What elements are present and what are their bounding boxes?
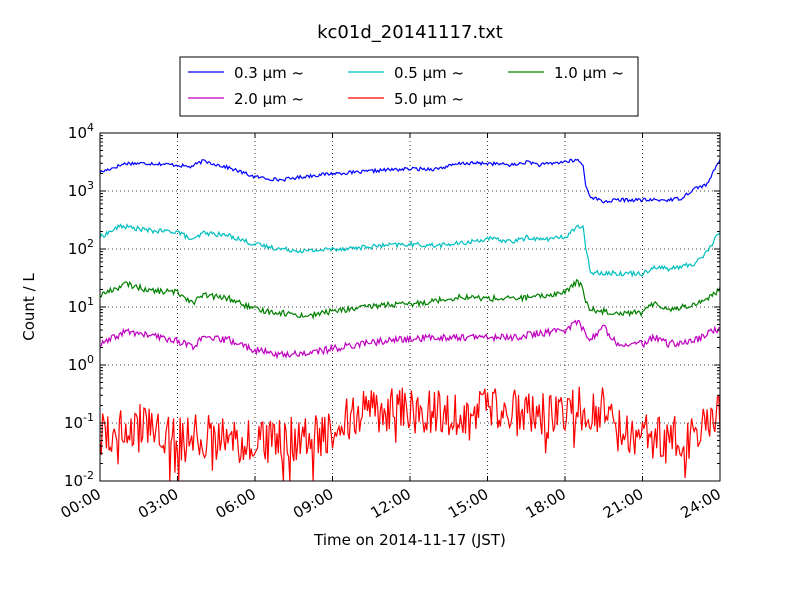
y-tick-label: 102 [68,237,94,258]
x-tick-label: 21:00 [600,485,646,522]
y-tick-label: 10-2 [64,469,94,490]
axis-ticks: 00:00 03:00 06:00 09:00 12:00 15:00 18:00 21:00… [58,121,724,522]
y-tick-exponent: 2 [87,237,94,250]
chart-title: kc01d_20141117.txt [317,22,503,43]
y-axis-label: Count / L [20,273,38,341]
y-tick-exponent: -2 [83,469,94,482]
x-tick-label: 12:00 [368,485,414,522]
y-tick-base: 10 [64,472,83,490]
x-tick-label: 09:00 [290,485,336,522]
y-tick-label: 100 [68,353,94,374]
series-line [99,223,721,278]
y-tick-base: 10 [68,356,87,374]
y-tick-exponent: 3 [87,179,94,192]
y-tick-label: 103 [68,179,94,200]
legend-label: 2.0 μm ~ [234,90,304,108]
x-tick-label: 15:00 [445,485,491,522]
series-line [99,158,721,204]
y-tick-base: 10 [68,298,87,316]
x-tick-label: 00:00 [58,485,104,522]
plot-series [99,158,721,482]
legend-label: 1.0 μm ~ [554,64,624,82]
y-tick-label: 10-1 [64,411,94,432]
x-tick-label: 03:00 [135,485,181,522]
y-tick-base: 10 [68,124,87,142]
y-tick-exponent: 1 [87,295,94,308]
y-tick-base: 10 [64,414,83,432]
y-tick-base: 10 [68,240,87,258]
legend-frame [179,56,639,117]
legend-label: 5.0 μm ~ [394,90,464,108]
x-tick-label: 24:00 [678,485,724,522]
y-tick-label: 104 [68,121,94,142]
grid-lines [100,133,720,481]
y-tick-exponent: 0 [87,353,94,366]
legend-label: 0.5 μm ~ [394,64,464,82]
y-tick-exponent: -1 [83,411,94,424]
x-tick-label: 06:00 [213,485,259,522]
y-tick-exponent: 4 [87,121,94,134]
y-tick-label: 101 [68,295,94,316]
x-axis-label: Time on 2014-11-17 (JST) [313,531,506,549]
x-tick-label: 18:00 [523,485,569,522]
series-line [99,278,721,320]
legend-label: 0.3 μm ~ [234,64,304,82]
y-tick-base: 10 [68,182,87,200]
legend: 0.3 μm ~ 0.5 μm ~ 1.0 μm ~ 2.0 μm ~ 5.0 μm ~ [179,56,639,117]
series-line [99,319,721,360]
series-line [99,386,721,482]
